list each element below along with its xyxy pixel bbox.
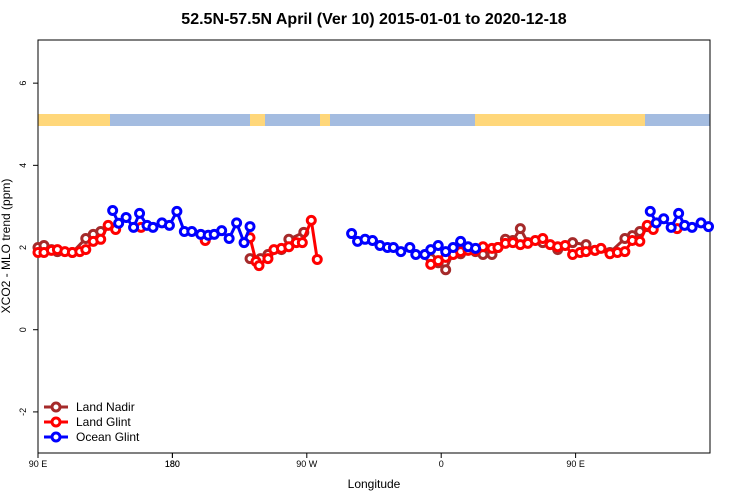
- point: [559, 239, 571, 251]
- point: [186, 226, 198, 238]
- point: [470, 242, 482, 254]
- legend-marker: [50, 416, 62, 428]
- y-tick-label: 6: [18, 81, 28, 86]
- point: [644, 205, 656, 217]
- y-axis-label: XCO2 - MLO trend (ppm): [0, 179, 13, 314]
- point: [231, 217, 243, 229]
- point: [244, 221, 256, 233]
- point: [673, 207, 685, 219]
- x-tick-label: 180: [165, 459, 180, 469]
- map-band: [38, 114, 710, 126]
- point: [113, 217, 125, 229]
- point: [514, 223, 526, 235]
- x-tick-label: 90 W: [296, 459, 318, 469]
- legend-marker: [50, 401, 62, 413]
- y-tick-label: 0: [18, 327, 28, 332]
- point: [134, 207, 146, 219]
- x-tick-label: 90 E: [29, 459, 48, 469]
- ocean-strip: [645, 114, 710, 126]
- point: [296, 237, 308, 249]
- chart-title: 52.5N-57.5N April (Ver 10) 2015-01-01 to…: [181, 11, 567, 28]
- point: [120, 212, 132, 224]
- point: [128, 221, 140, 233]
- point: [686, 221, 698, 233]
- point: [147, 221, 159, 233]
- x-axis-label: Longitude: [348, 477, 401, 491]
- legend-label: Ocean Glint: [76, 430, 140, 444]
- point: [665, 221, 677, 233]
- point: [238, 237, 250, 249]
- legend-label: Land Nadir: [76, 400, 135, 414]
- point: [253, 260, 265, 272]
- point: [216, 225, 228, 237]
- point: [410, 249, 422, 261]
- point: [80, 244, 92, 256]
- legend-marker: [50, 431, 62, 443]
- y-tick-label: 4: [18, 163, 28, 168]
- point: [262, 253, 274, 265]
- point: [658, 213, 670, 225]
- point: [163, 219, 175, 231]
- ocean-strip: [265, 114, 320, 126]
- legend-label: Land Glint: [76, 415, 131, 429]
- point: [311, 253, 323, 265]
- y-tick-label: 2: [18, 245, 28, 250]
- point: [703, 221, 715, 233]
- x-tick-label: 90 E: [566, 459, 585, 469]
- point: [580, 246, 592, 258]
- point: [440, 264, 452, 276]
- x-tick-label: 0: [439, 459, 444, 469]
- point: [346, 228, 358, 240]
- point: [595, 242, 607, 254]
- point: [432, 239, 444, 251]
- point: [171, 205, 183, 217]
- point: [367, 235, 379, 247]
- y-tick-label: -2: [18, 408, 28, 416]
- point: [634, 235, 646, 247]
- point: [95, 233, 107, 245]
- point: [619, 246, 631, 258]
- point: [305, 214, 317, 226]
- point: [107, 205, 119, 217]
- ocean-strip: [110, 114, 250, 126]
- x-tick-label: 180: [165, 459, 180, 469]
- point: [395, 246, 407, 258]
- point: [404, 242, 416, 254]
- point: [537, 232, 549, 244]
- point: [455, 235, 467, 247]
- point: [223, 232, 235, 244]
- ocean-strip: [330, 114, 475, 126]
- point: [447, 242, 459, 254]
